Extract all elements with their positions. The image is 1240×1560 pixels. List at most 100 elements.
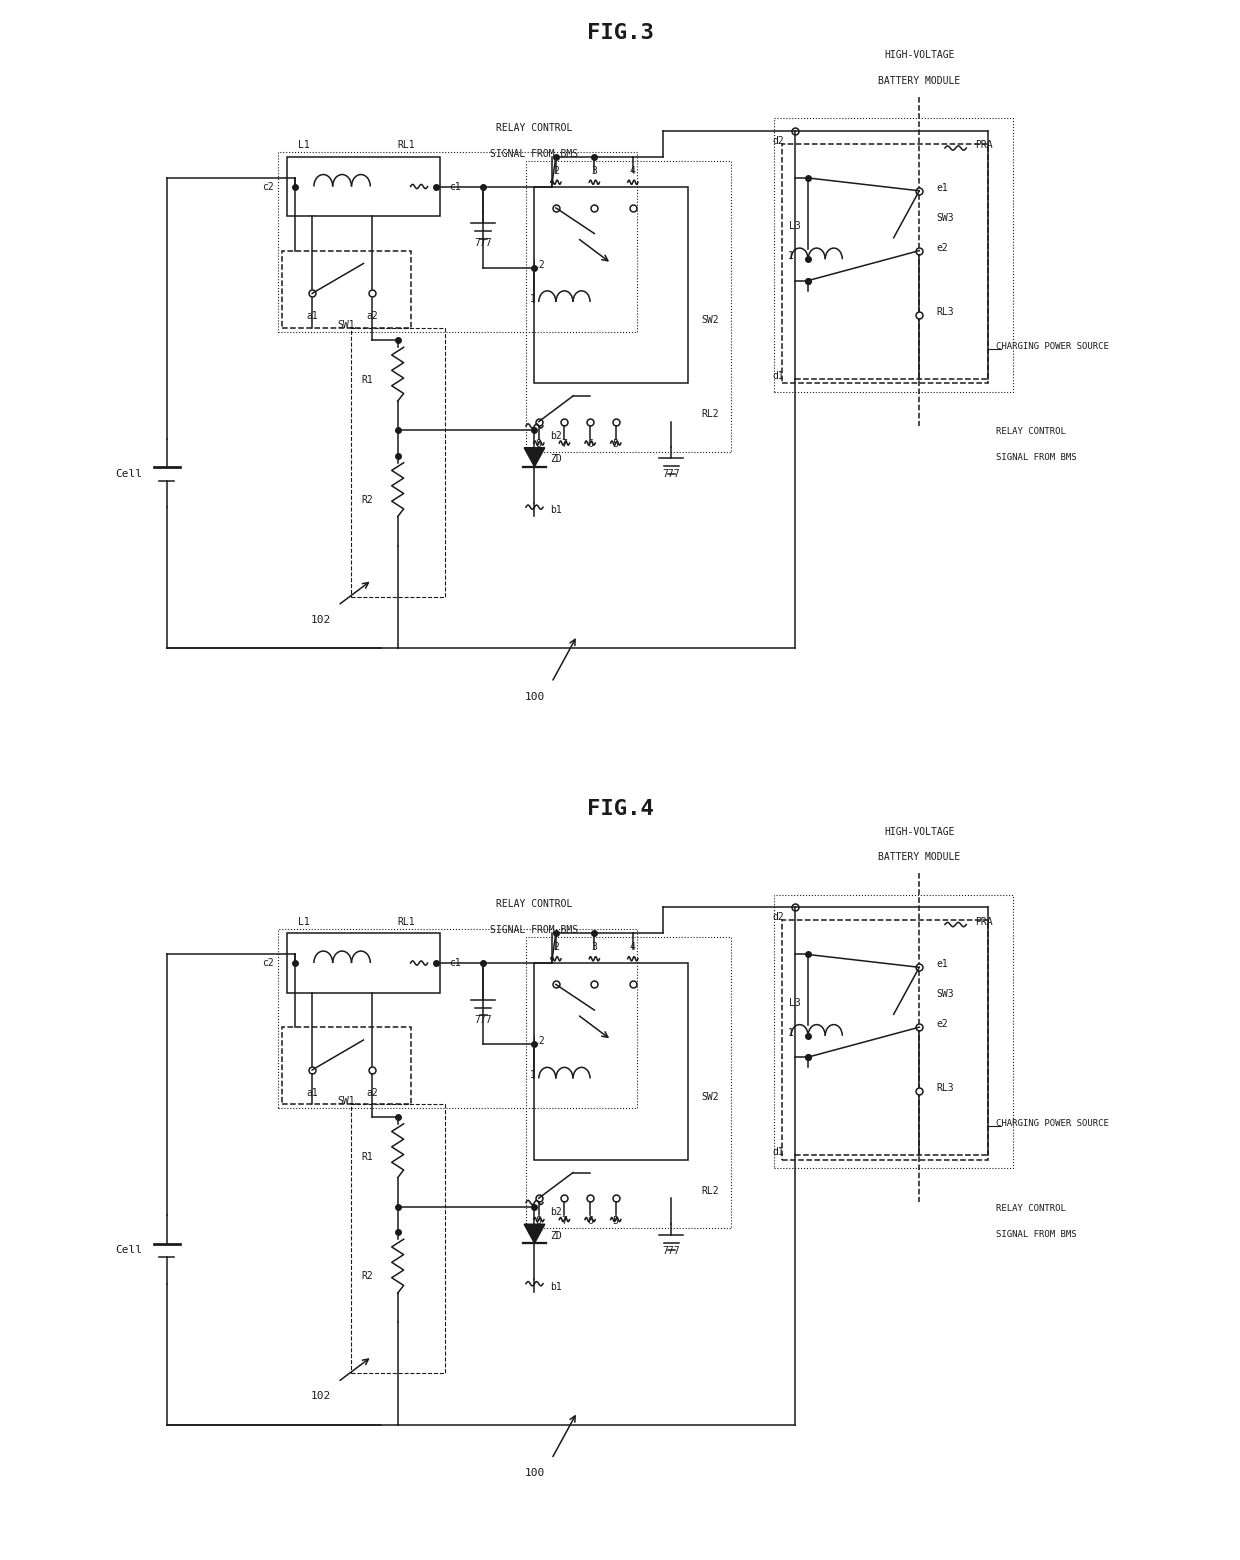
- Text: BATTERY MODULE: BATTERY MODULE: [878, 76, 961, 86]
- Text: SIGNAL FROM BMS: SIGNAL FROM BMS: [996, 1229, 1076, 1239]
- Text: d1: d1: [773, 1148, 784, 1158]
- Bar: [351, 1104, 445, 1373]
- Bar: [278, 928, 637, 1109]
- Text: b1: b1: [549, 1282, 562, 1292]
- Text: b1: b1: [549, 505, 562, 515]
- Text: 100: 100: [525, 1468, 544, 1477]
- Text: SW3: SW3: [936, 989, 954, 1000]
- Bar: [534, 963, 688, 1159]
- Text: RELAY CONTROL: RELAY CONTROL: [496, 900, 573, 909]
- Text: L2: L2: [533, 1036, 544, 1047]
- Text: c1: c1: [449, 958, 461, 969]
- Text: 100: 100: [525, 691, 544, 702]
- Text: 1: 1: [789, 1028, 794, 1037]
- Text: RELAY CONTROL: RELAY CONTROL: [496, 123, 573, 133]
- Text: 8: 8: [536, 440, 542, 449]
- Text: SIGNAL FROM BMS: SIGNAL FROM BMS: [996, 452, 1076, 462]
- Text: c2: c2: [262, 181, 274, 192]
- Text: 7: 7: [562, 1215, 568, 1226]
- Text: e2: e2: [936, 1019, 949, 1030]
- Text: 1: 1: [529, 1070, 536, 1081]
- Text: SW1: SW1: [337, 320, 355, 329]
- Text: L1: L1: [298, 140, 310, 150]
- Text: RL1: RL1: [397, 140, 415, 150]
- Text: L3: L3: [790, 998, 801, 1008]
- Bar: [286, 933, 440, 994]
- Text: c2: c2: [262, 958, 274, 969]
- Bar: [782, 144, 988, 384]
- Text: Cell: Cell: [115, 1245, 141, 1256]
- Text: SW2: SW2: [701, 315, 719, 326]
- Text: 1: 1: [789, 251, 794, 261]
- Text: 777: 777: [662, 470, 680, 479]
- Text: Cell: Cell: [115, 470, 141, 479]
- Text: c1: c1: [449, 181, 461, 192]
- Text: CHARGING POWER SOURCE: CHARGING POWER SOURCE: [996, 342, 1109, 351]
- Bar: [283, 1026, 410, 1104]
- Bar: [534, 187, 688, 384]
- Polygon shape: [525, 1225, 544, 1243]
- Bar: [283, 251, 410, 328]
- Text: RL3: RL3: [936, 307, 954, 317]
- Text: 777: 777: [662, 1246, 680, 1256]
- Text: 4: 4: [630, 942, 636, 952]
- Text: 1: 1: [529, 293, 536, 304]
- Text: e2: e2: [936, 243, 949, 253]
- Polygon shape: [525, 448, 544, 466]
- Text: 4: 4: [630, 165, 636, 176]
- Text: a2: a2: [366, 1087, 378, 1098]
- Text: 3: 3: [591, 942, 598, 952]
- Text: RL2: RL2: [701, 409, 719, 420]
- Text: e1: e1: [936, 959, 949, 969]
- Text: d1: d1: [773, 371, 784, 381]
- Text: L3: L3: [790, 222, 801, 231]
- Text: RELAY CONTROL: RELAY CONTROL: [996, 427, 1066, 437]
- Text: e1: e1: [936, 183, 949, 193]
- Text: HIGH-VOLTAGE: HIGH-VOLTAGE: [884, 50, 955, 61]
- Text: SIGNAL FROM BMS: SIGNAL FROM BMS: [491, 925, 579, 934]
- Text: SIGNAL FROM BMS: SIGNAL FROM BMS: [491, 148, 579, 159]
- Text: SW2: SW2: [701, 1092, 719, 1101]
- Text: b2: b2: [549, 431, 562, 441]
- Text: a2: a2: [366, 310, 378, 321]
- Text: RL3: RL3: [936, 1083, 954, 1094]
- Bar: [351, 328, 445, 597]
- Bar: [526, 938, 732, 1228]
- Text: R2: R2: [362, 495, 373, 505]
- Text: 2: 2: [553, 165, 559, 176]
- Text: 2: 2: [553, 942, 559, 952]
- Bar: [774, 119, 1013, 392]
- Text: L2: L2: [533, 261, 544, 270]
- Text: a1: a1: [306, 310, 317, 321]
- Bar: [774, 894, 1013, 1168]
- Text: 102: 102: [310, 615, 331, 624]
- Text: RL2: RL2: [701, 1186, 719, 1197]
- Text: BATTERY MODULE: BATTERY MODULE: [878, 852, 961, 863]
- Bar: [782, 920, 988, 1159]
- Text: 8: 8: [536, 1215, 542, 1226]
- Text: ZD: ZD: [549, 1231, 562, 1240]
- Text: L1: L1: [298, 917, 310, 927]
- Text: R1: R1: [362, 1151, 373, 1162]
- Text: CHARGING POWER SOURCE: CHARGING POWER SOURCE: [996, 1119, 1109, 1128]
- Text: 6: 6: [587, 1215, 593, 1226]
- Text: PRA: PRA: [975, 140, 992, 150]
- Text: b2: b2: [549, 1207, 562, 1217]
- Text: R1: R1: [362, 376, 373, 385]
- Text: FIG.4: FIG.4: [587, 799, 653, 819]
- Text: 6: 6: [587, 440, 593, 449]
- Text: d2: d2: [773, 136, 784, 145]
- Text: 777: 777: [475, 239, 492, 248]
- Text: SW3: SW3: [936, 212, 954, 223]
- Text: a1: a1: [306, 1087, 317, 1098]
- Text: 777: 777: [475, 1016, 492, 1025]
- Text: SW1: SW1: [337, 1097, 355, 1106]
- Text: 5: 5: [613, 440, 619, 449]
- Text: PRA: PRA: [975, 917, 992, 927]
- Text: d2: d2: [773, 913, 784, 922]
- Text: HIGH-VOLTAGE: HIGH-VOLTAGE: [884, 827, 955, 836]
- Text: R2: R2: [362, 1271, 373, 1281]
- Text: 3: 3: [591, 165, 598, 176]
- Bar: [286, 156, 440, 217]
- Text: FIG.3: FIG.3: [587, 22, 653, 42]
